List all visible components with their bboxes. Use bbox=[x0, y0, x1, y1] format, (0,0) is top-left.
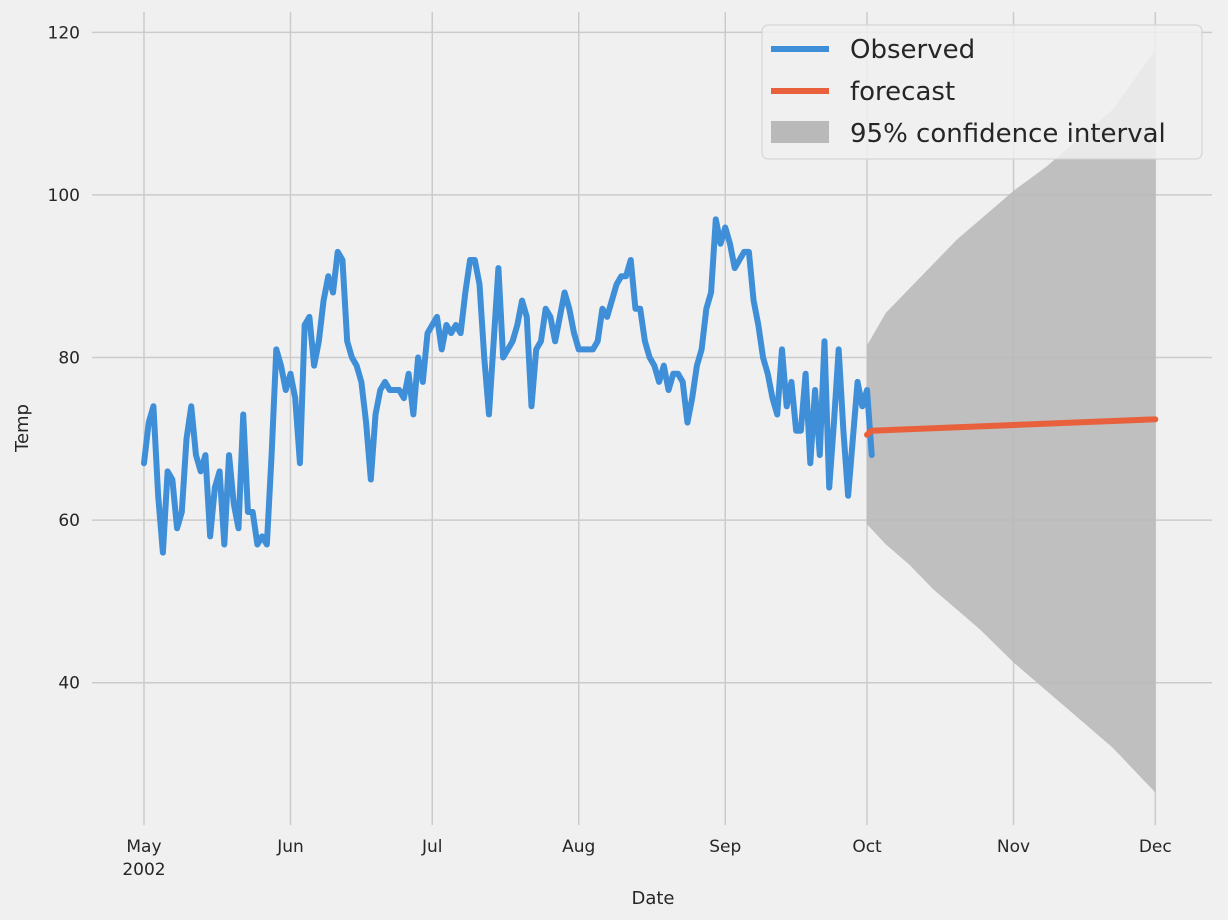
y-tick-label-40: 40 bbox=[58, 674, 80, 694]
series-line-observed bbox=[140, 216, 875, 556]
x-tick-label-may: May bbox=[126, 837, 161, 857]
line-layer bbox=[140, 216, 1159, 556]
x-tick-sublabel-2002: 2002 bbox=[122, 860, 165, 880]
legend-label-observed: Observed bbox=[850, 35, 975, 65]
x-tick-label-sep: Sep bbox=[709, 837, 741, 857]
legend-label-forecast: forecast bbox=[850, 77, 955, 107]
x-tick-label-aug: Aug bbox=[562, 837, 595, 857]
legend: Observed forecast 95% confidence interva… bbox=[761, 24, 1203, 160]
x-tick-label-dec: Dec bbox=[1139, 837, 1172, 857]
series-line-forecast bbox=[864, 416, 1159, 438]
legend-label-ci: 95% confidence interval bbox=[850, 119, 1166, 149]
x-tick-label-jul: Jul bbox=[421, 837, 443, 857]
x-tick-label-oct: Oct bbox=[852, 837, 882, 857]
x-tick-label-nov: Nov bbox=[997, 837, 1030, 857]
confidence-band-layer bbox=[867, 50, 1156, 793]
y-tick-label-120: 120 bbox=[48, 23, 80, 43]
y-tick-label-100: 100 bbox=[48, 186, 80, 206]
confidence-interval-band bbox=[867, 50, 1156, 793]
y-axis-title: Temp bbox=[12, 404, 33, 453]
tick-labels: 40 60 80 100 120 May 2002 Jun Jul Aug Sep Oct Nov Dec bbox=[48, 23, 1172, 880]
legend-box bbox=[761, 24, 1203, 160]
x-axis-title: Date bbox=[631, 888, 674, 909]
y-tick-label-80: 80 bbox=[58, 349, 80, 369]
x-tick-label-jun: Jun bbox=[276, 837, 304, 857]
legend-swatch-ci bbox=[771, 121, 829, 143]
y-tick-label-60: 60 bbox=[58, 511, 80, 531]
